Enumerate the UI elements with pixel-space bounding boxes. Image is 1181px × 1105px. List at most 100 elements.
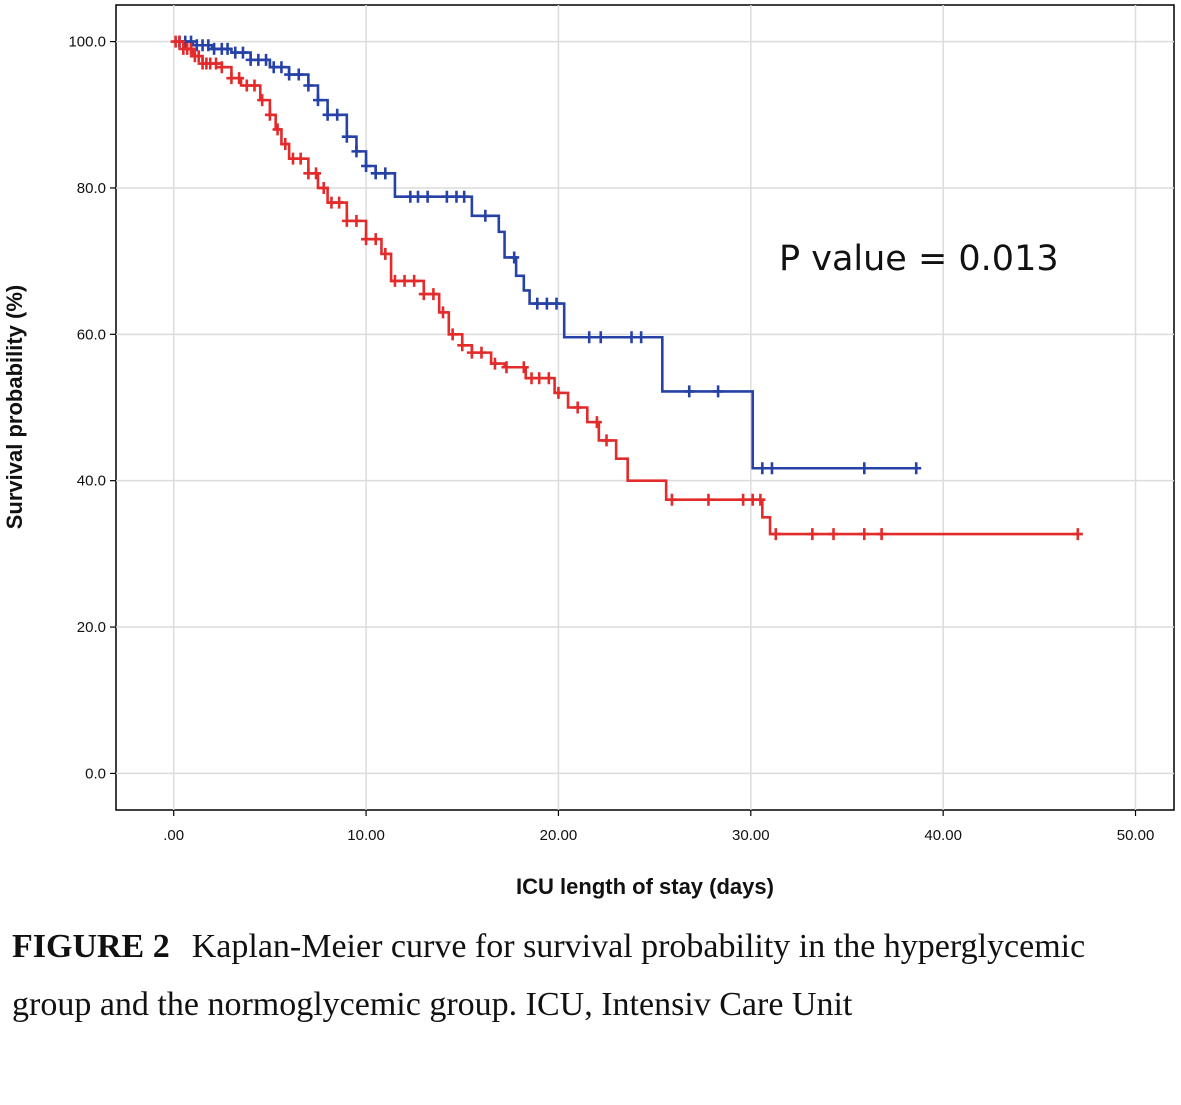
censor-mark	[441, 190, 452, 203]
censor-mark	[193, 50, 204, 63]
censor-mark	[361, 160, 372, 172]
censor-mark	[351, 214, 362, 227]
censor-mark	[553, 386, 564, 399]
censor-mark	[572, 401, 583, 414]
censor-mark	[389, 274, 400, 287]
censor-mark	[466, 346, 477, 359]
censor-mark	[237, 46, 248, 59]
censor-mark	[626, 331, 637, 344]
censor-mark	[186, 42, 197, 55]
censor-mark	[501, 361, 512, 374]
censor-mark	[1072, 528, 1083, 541]
censor-mark	[684, 385, 695, 398]
censor-mark	[409, 274, 420, 287]
censor-mark	[332, 108, 343, 121]
x-tick-label: 20.00	[540, 827, 578, 844]
censor-mark	[518, 361, 529, 374]
censor-mark	[859, 528, 870, 541]
censor-mark	[249, 79, 260, 92]
censor-mark	[284, 68, 295, 81]
y-tick-label: 80.0	[77, 180, 106, 197]
y-tick-label: 60.0	[77, 326, 106, 343]
censor-mark	[532, 297, 543, 310]
censor-mark	[361, 233, 372, 246]
censor-mark	[755, 493, 766, 506]
censor-mark	[264, 108, 275, 121]
censor-mark	[303, 79, 314, 92]
censor-mark	[276, 61, 287, 74]
censor-mark	[438, 306, 449, 319]
censor-mark	[341, 130, 352, 143]
km-chart: .00 10.00 20.00 30.00 40.00 50.00 0.0 20.0 40.0 6…	[2, 4, 1175, 899]
censor-mark	[318, 181, 329, 194]
censor-mark	[311, 167, 322, 180]
censor-mark	[534, 372, 545, 385]
censor-mark	[584, 331, 595, 344]
censor-mark	[351, 145, 362, 158]
censor-mark	[476, 346, 487, 359]
censor-mark	[280, 138, 291, 151]
y-tick-label: 0.0	[85, 765, 106, 782]
censor-mark	[713, 385, 724, 398]
x-tick-label: .00	[163, 827, 184, 844]
censor-mark	[222, 42, 233, 55]
y-tick-label: 40.0	[77, 473, 106, 490]
censor-mark	[859, 462, 870, 475]
censor-mark	[459, 190, 470, 203]
censor-mark	[322, 108, 333, 121]
censor-mark	[428, 288, 439, 301]
censor-mark	[541, 297, 552, 310]
figure-label: FIGURE 2	[12, 928, 170, 965]
censor-mark	[911, 462, 922, 475]
censor-mark	[211, 57, 222, 70]
y-tick-label: 20.0	[77, 619, 106, 636]
x-axis-title: ICU length of stay (days)	[516, 874, 774, 899]
x-tick-label: 30.00	[732, 827, 770, 844]
censor-mark	[293, 68, 304, 81]
survival-curve-hyperglycemic-group	[173, 40, 1078, 536]
figure-caption-text: Kaplan-Meier curve for survival probabil…	[12, 928, 1086, 1023]
series-hyperglycemic-group	[170, 35, 1083, 541]
censor-mark	[422, 190, 433, 203]
censor-mark	[413, 190, 424, 203]
censor-mark	[380, 167, 391, 180]
series-normoglycemic-group	[173, 35, 922, 475]
censor-mark	[216, 61, 227, 74]
censor-mark	[770, 528, 781, 541]
censor-mark	[757, 462, 768, 475]
censor-mark	[876, 528, 887, 541]
x-tick-label: 50.00	[1117, 827, 1155, 844]
censor-mark	[591, 416, 602, 429]
censor-mark	[703, 493, 714, 506]
censor-mark	[551, 297, 562, 310]
censor-mark	[418, 288, 429, 301]
y-tick-label: 100.0	[68, 34, 106, 51]
x-tick-label: 10.00	[347, 827, 385, 844]
censor-mark	[295, 152, 306, 165]
censor-mark	[457, 339, 468, 352]
p-value-annotation: P value = 0.013	[779, 239, 1059, 279]
censor-mark	[666, 493, 677, 506]
censor-mark	[272, 123, 283, 136]
censor-mark	[447, 328, 458, 341]
censor-mark	[399, 274, 410, 287]
censor-mark	[341, 214, 352, 227]
series-group	[170, 35, 1083, 541]
censor-mark	[312, 94, 323, 107]
censor-mark	[828, 528, 839, 541]
censor-mark	[766, 462, 777, 475]
censor-mark	[370, 233, 381, 246]
y-axis-title: Survival probability (%)	[2, 285, 27, 530]
x-tick-label: 40.00	[924, 827, 962, 844]
censor-mark	[370, 167, 381, 180]
figure-caption: FIGURE 2 Kaplan-Meier curve for survival …	[12, 918, 1172, 1034]
censor-mark	[636, 331, 647, 344]
censor-mark	[380, 247, 391, 260]
censor-mark	[174, 35, 185, 48]
censor-mark	[203, 39, 214, 52]
censor-mark	[543, 372, 554, 385]
censor-mark	[807, 528, 818, 541]
censor-mark	[601, 434, 612, 447]
censor-mark	[738, 493, 749, 506]
censor-mark	[595, 331, 606, 344]
